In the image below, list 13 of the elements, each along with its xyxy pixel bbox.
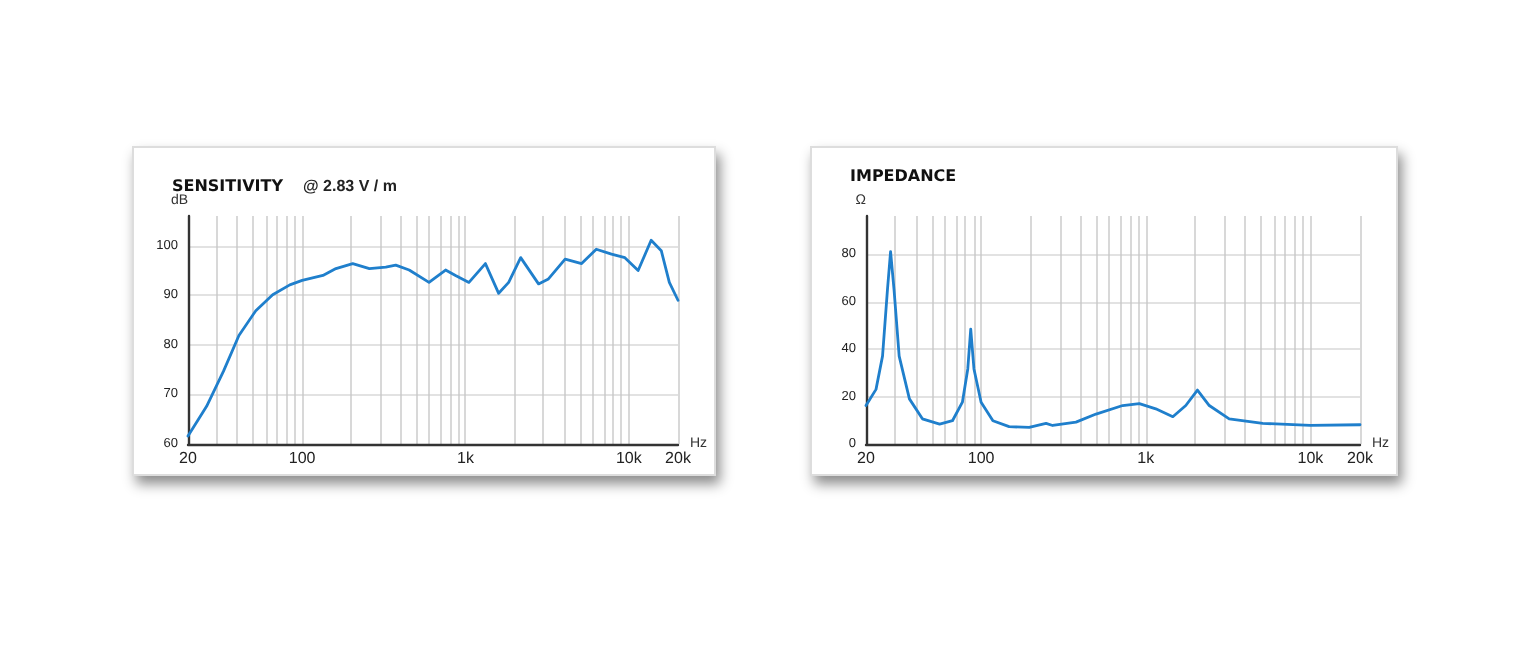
x-tick-label: 1k	[1137, 449, 1157, 467]
x-tick-label: 10k	[1297, 449, 1326, 467]
x-tick-label: 20k	[665, 449, 693, 467]
chart-title: IMPEDANCE	[850, 167, 957, 185]
chart-subtitle: @ 2.83 V / m	[303, 177, 397, 195]
x-tick-label: 20	[857, 449, 876, 467]
x-tick-label: 1k	[457, 449, 476, 467]
chart-title: SENSITIVITY	[172, 177, 284, 195]
x-tick-label: 20k	[1347, 449, 1375, 467]
x-tick-label: 10k	[615, 449, 644, 467]
x-tick-label: 100	[288, 449, 317, 467]
x-tick-label: 20	[179, 449, 198, 467]
x-tick-label: 100	[967, 449, 996, 467]
